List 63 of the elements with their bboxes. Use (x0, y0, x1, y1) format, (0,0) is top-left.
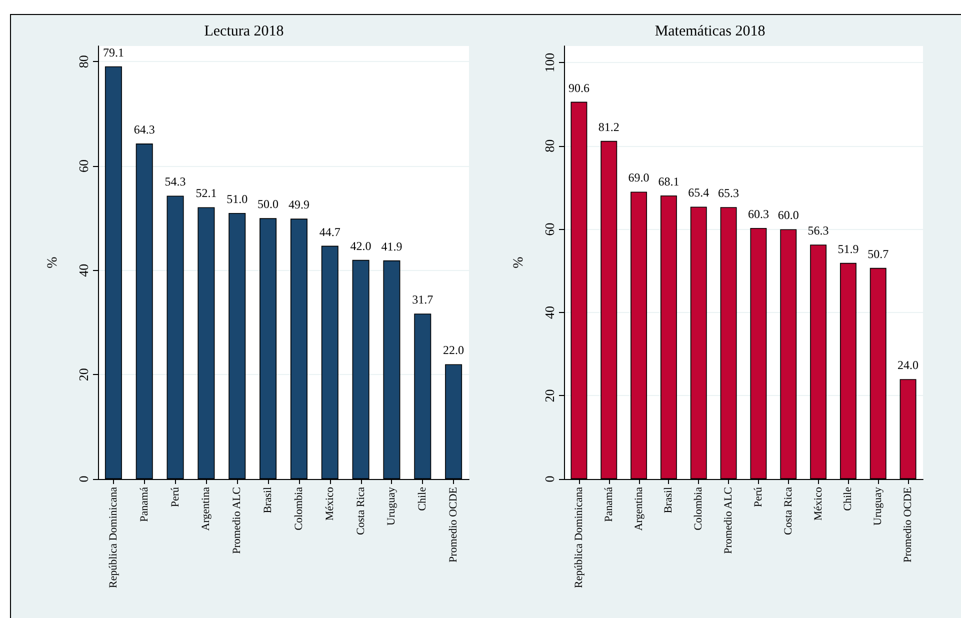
x-tick-label: Argentina (200, 486, 212, 531)
x-tick-label: Perú (169, 486, 182, 508)
data-label: 22.0 (443, 343, 464, 358)
x-tick-label: Colombia (692, 486, 705, 530)
y-tick-label: 20 (76, 368, 91, 382)
data-label: 60.3 (748, 206, 769, 221)
data-label: 65.4 (688, 186, 710, 200)
x-tick-label: Costa Rica (782, 486, 794, 535)
x-tick-label: Chile (416, 486, 429, 511)
y-tick-label: 0 (542, 476, 557, 482)
chart-title: Matemáticas 2018 (654, 24, 766, 40)
y-tick-label: 60 (542, 222, 557, 236)
data-label: 41.9 (381, 239, 402, 254)
data-label: 81.2 (598, 120, 620, 134)
data-label: 56.3 (808, 224, 829, 238)
x-tick-label: México (324, 486, 336, 521)
data-label: 68.1 (658, 174, 680, 188)
chart-title: Lectura 2018 (204, 24, 284, 40)
data-label: 50.7 (868, 246, 889, 261)
y-tick-label: 100 (542, 52, 557, 72)
data-label: 42.0 (350, 238, 372, 253)
data-label: 49.9 (288, 198, 310, 212)
data-label: 24.0 (898, 358, 919, 372)
y-tick-label: 80 (76, 55, 91, 68)
data-label: 51.0 (226, 192, 248, 206)
y-tick-label: 60 (76, 159, 91, 172)
y-tick-label: 40 (542, 306, 557, 319)
y-tick-label: 20 (542, 389, 557, 402)
data-label: 65.3 (718, 186, 740, 200)
x-tick-label: Panamá (138, 486, 150, 522)
data-label: 44.7 (319, 224, 340, 239)
data-label: 60.0 (778, 208, 799, 222)
data-label: 52.1 (196, 186, 217, 200)
y-tick-label: 80 (542, 139, 557, 152)
x-tick-label: Uruguay (872, 486, 884, 526)
x-tick-label: Promedio ALC (231, 487, 244, 554)
y-tick-label: 0 (76, 476, 91, 482)
x-tick-label: Argentina (632, 486, 645, 531)
data-label: 90.6 (568, 80, 590, 95)
data-label: 79.1 (102, 45, 124, 60)
data-label: 54.3 (164, 174, 186, 189)
x-tick-label: México (812, 486, 824, 521)
data-label: 69.0 (628, 170, 650, 185)
x-tick-label: Brasil (662, 487, 675, 514)
data-label: 31.7 (412, 292, 434, 307)
x-tick-label: Chile (842, 486, 854, 511)
x-tick-label: Brasil (262, 487, 274, 514)
y-axis-title: % (512, 256, 526, 268)
x-tick-label: Promedio ALC (722, 487, 735, 554)
data-label: 50.0 (258, 197, 279, 212)
data-label: 64.3 (134, 122, 155, 137)
x-tick-label: Promedio OCDE (902, 486, 914, 562)
y-tick-label: 40 (76, 264, 91, 277)
x-tick-label: Costa Rica (354, 486, 367, 535)
data-label: 51.9 (838, 242, 859, 256)
y-axis-title: % (46, 256, 60, 268)
x-tick-label: Promedio OCDE (448, 486, 460, 562)
x-tick-label: República Dominicana (107, 486, 120, 588)
x-tick-label: Perú (752, 486, 764, 508)
x-tick-label: Colombia (292, 486, 305, 530)
x-tick-label: Uruguay (386, 486, 398, 526)
x-tick-label: República Dominicana (572, 486, 585, 588)
x-tick-label: Panamá (602, 486, 615, 522)
